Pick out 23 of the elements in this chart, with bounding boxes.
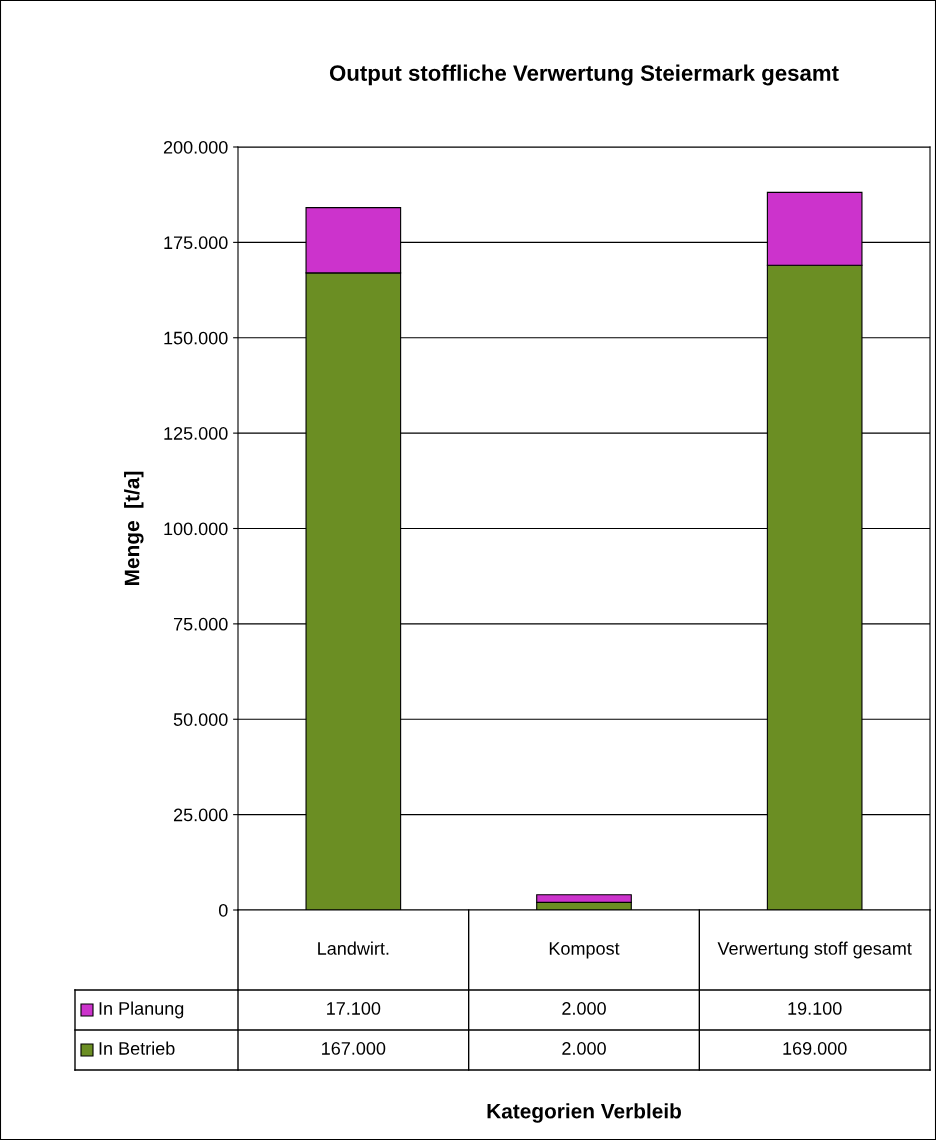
- y-tick-label: 175.000: [164, 236, 228, 250]
- data-label: 19.100: [788, 1002, 842, 1015]
- data-label: 2.000: [562, 1002, 606, 1015]
- y-tick-label: 25.000: [173, 808, 228, 822]
- y-tick-label: 75.000: [173, 617, 228, 631]
- y-axis-title: Menge [t/a]: [124, 471, 144, 585]
- data-label: 167.000: [322, 1042, 386, 1055]
- y-tick-label: 0: [218, 903, 228, 917]
- y-tick-label: 200.000: [163, 140, 228, 154]
- data-label: 169.000: [783, 1042, 847, 1055]
- chart-title: Output stoffliche Verwertung Steiermark gesamt: [329, 64, 839, 86]
- y-tick-label: 150.000: [164, 331, 228, 345]
- legend-label: In Betrieb: [99, 1041, 175, 1055]
- x-tick-label: Kompost: [549, 942, 620, 959]
- x-tick-label: Verwertung stoff gesamt: [717, 941, 912, 959]
- text: Kategorien Verbleib: [487, 1103, 681, 1123]
- y-tick-label: 50.000: [173, 713, 228, 726]
- legend-label: In Planung: [99, 1001, 184, 1019]
- y-tick-label: 125.000: [164, 427, 228, 440]
- y-tick-label: 100.000: [164, 522, 228, 536]
- data-label: 2.000: [562, 1042, 606, 1055]
- x-tick-label: Landwirt.: [318, 941, 389, 955]
- data-label: 17.100: [327, 1002, 381, 1015]
